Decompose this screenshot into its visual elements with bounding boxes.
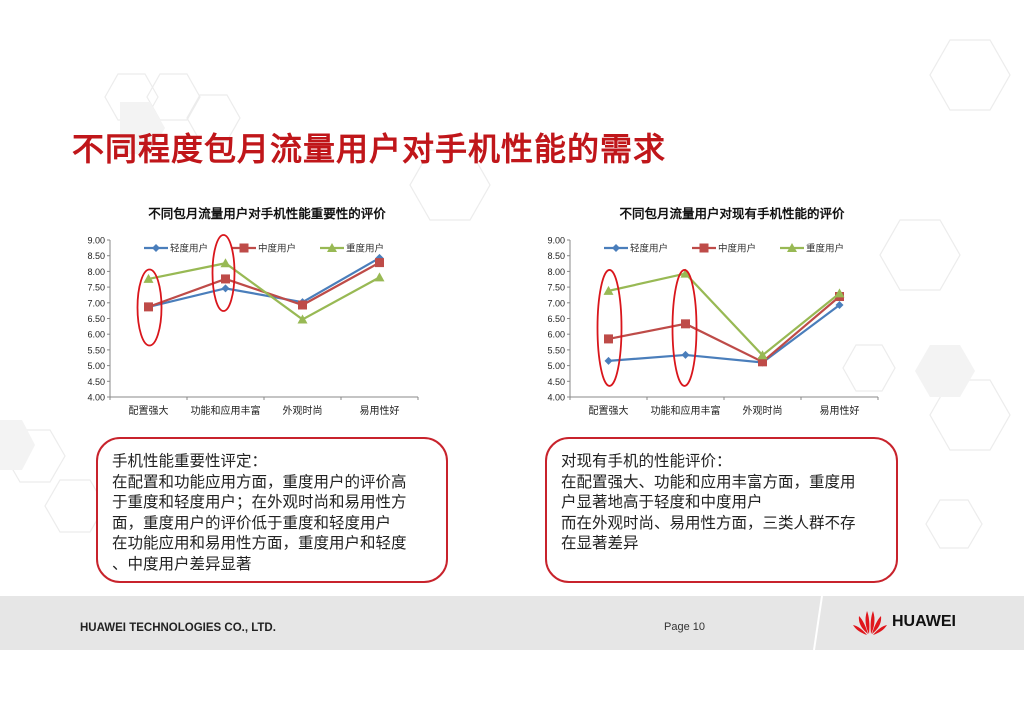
x-tick-label: 易用性好 — [360, 404, 400, 417]
series-2 — [143, 258, 385, 324]
y-tick-label: 6.50 — [87, 314, 105, 324]
y-tick-label: 9.00 — [547, 236, 565, 246]
highlight-ellipse — [136, 268, 163, 347]
legend-item: 重度用户 — [320, 243, 384, 255]
summary-line: 在配置和功能应用方面，重度用户的评价高 — [112, 472, 407, 491]
y-tick-label: 5.00 — [547, 361, 565, 371]
summary-line: 对现有手机的性能评价： — [561, 452, 732, 470]
huawei-flower-icon — [853, 611, 887, 635]
y-tick-label: 4.50 — [87, 377, 105, 387]
y-tick-label: 7.50 — [547, 283, 565, 293]
summary-line: 手机性能重要性评定： — [112, 452, 268, 470]
y-tick-label: 4.00 — [87, 393, 105, 403]
y-tick-label: 6.00 — [87, 330, 105, 340]
series-0 — [144, 253, 384, 311]
y-tick-label: 6.50 — [547, 314, 565, 324]
huawei-logo: HUAWEI — [852, 608, 956, 636]
svg-text:轻度用户: 轻度用户 — [170, 243, 208, 255]
highlight-ellipse — [596, 269, 623, 387]
svg-text:轻度用户: 轻度用户 — [630, 243, 668, 255]
x-tick-label: 配置强大 — [589, 404, 629, 417]
svg-text:重度用户: 重度用户 — [346, 243, 384, 255]
y-tick-label: 7.50 — [87, 283, 105, 293]
y-tick-label: 4.50 — [547, 377, 565, 387]
y-tick-label: 6.00 — [547, 330, 565, 340]
svg-text:中度用户: 中度用户 — [258, 243, 296, 255]
importance-rating-chart: 不同包月流量用户对手机性能重要性的评价 4.00 4.50 5.00 5.50 6.00 6… — [70, 200, 450, 425]
y-tick-label: 8.50 — [87, 251, 105, 261]
summary-line: 而在外观时尚、易用性方面，三类人群不存 — [561, 513, 856, 532]
legend-item: 轻度用户 — [144, 243, 208, 255]
legend-item: 中度用户 — [232, 243, 296, 255]
line-chart: 不同包月流量用户对现有手机性能的评价 4.00 4.50 5.00 5.50 6.00 6.… — [547, 206, 879, 417]
summary-line: 在显著差异 — [561, 534, 639, 552]
footer-company: HUAWEI TECHNOLOGIES CO., LTD. — [80, 622, 276, 634]
logo-text: HUAWEI — [892, 613, 956, 630]
summary-line: 面，重度用户的评价低于重度和轻度用户 — [112, 513, 392, 532]
summary-line: 户显著地高于轻度和中度用户 — [561, 493, 763, 511]
y-tick-label: 8.50 — [547, 251, 565, 261]
legend-item: 重度用户 — [780, 243, 844, 255]
importance-summary-box: 手机性能重要性评定： 在配置和功能应用方面，重度用户的评价高 于重度和轻度用户；… — [96, 437, 448, 583]
y-tick-label: 7.00 — [547, 298, 565, 308]
summary-line: 在功能应用和易用性方面，重度用户和轻度 — [112, 534, 407, 552]
y-tick-label: 8.00 — [547, 267, 565, 277]
current-phone-rating-chart: 不同包月流量用户对现有手机性能的评价 4.00 4.50 5.00 5.50 6.00 6.… — [530, 200, 910, 425]
highlight-ellipse — [671, 269, 698, 387]
svg-text:中度用户: 中度用户 — [718, 243, 756, 255]
y-tick-label: 5.50 — [87, 345, 105, 355]
x-tick-label: 功能和应用丰富 — [651, 404, 721, 417]
y-tick-label: 9.00 — [87, 236, 105, 246]
chart-title: 不同包月流量用户对手机性能重要性的评价 — [148, 206, 386, 221]
footer-bar — [0, 596, 1024, 650]
summary-line: 在配置强大、功能和应用丰富方面，重度用 — [561, 472, 856, 491]
slide-title: 不同程度包月流量用户对手机性能的需求 — [72, 130, 667, 168]
chart-title: 不同包月流量用户对现有手机性能的评价 — [619, 206, 845, 221]
highlight-ellipse — [211, 234, 236, 312]
x-tick-label: 功能和应用丰富 — [191, 404, 261, 417]
series-2 — [603, 268, 845, 360]
legend-item: 轻度用户 — [604, 243, 668, 255]
svg-text:重度用户: 重度用户 — [806, 243, 844, 255]
x-tick-label: 外观时尚 — [283, 404, 323, 417]
y-tick-label: 4.00 — [547, 393, 565, 403]
x-tick-label: 配置强大 — [129, 404, 169, 417]
y-tick-label: 5.00 — [87, 361, 105, 371]
summary-line: 于重度和轻度用户；在外观时尚和易用性方 — [112, 493, 407, 511]
y-tick-label: 5.50 — [547, 345, 565, 355]
series-1 — [144, 258, 384, 312]
y-tick-label: 8.00 — [87, 267, 105, 277]
page-number: Page 10 — [664, 621, 705, 633]
line-chart: 不同包月流量用户对手机性能重要性的评价 4.00 4.50 5.00 5.50 6.00 6… — [87, 206, 419, 417]
footer-divider — [813, 596, 823, 650]
legend-item: 中度用户 — [692, 243, 756, 255]
summary-line: 、中度用户差异显著 — [112, 554, 252, 573]
y-tick-label: 7.00 — [87, 298, 105, 308]
current-phone-summary-box: 对现有手机的性能评价： 在配置强大、功能和应用丰富方面，重度用 户显著地高于轻度… — [545, 437, 898, 583]
x-tick-label: 外观时尚 — [743, 404, 783, 417]
x-tick-label: 易用性好 — [820, 404, 860, 417]
